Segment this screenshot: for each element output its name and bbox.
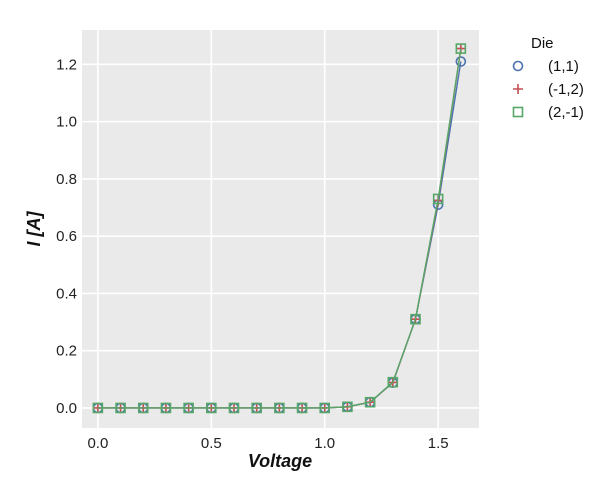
axes: 0.0 0.5 1.0 1.5 0.0 0.2 0.4 0.6 0.8 1.0 1.2: [56, 56, 448, 452]
series-line: [97, 48, 462, 409]
y-tick-label: 1.0: [56, 114, 77, 131]
data-point-square: [410, 313, 421, 325]
legend-item: (-1,2): [513, 81, 584, 98]
legend-marker-square: [512, 106, 524, 118]
legend-marker-plus: [513, 84, 523, 94]
x-tick-label: 0.5: [201, 435, 222, 452]
data-point-square: [183, 402, 194, 414]
x-axis-title: Voltage: [248, 451, 312, 471]
y-tick-label: 1.2: [56, 56, 77, 73]
y-axis-title: I [A]: [24, 211, 44, 247]
data-point-square: [274, 402, 285, 414]
data-point-square: [432, 193, 444, 205]
data-point-square: [92, 402, 104, 414]
y-tick-label: 0.0: [56, 400, 77, 417]
data-point-circle: [455, 56, 467, 67]
legend-item: (2,-1): [512, 104, 584, 121]
data-point-square: [206, 402, 217, 414]
legend-label: (2,-1): [548, 104, 584, 121]
data-point-square: [319, 402, 331, 414]
data-point-square: [342, 401, 353, 413]
data-point-square: [228, 402, 240, 414]
x-tick-label: 0.0: [87, 435, 108, 452]
data-point-square: [160, 402, 172, 414]
series-square: [92, 43, 467, 414]
data-point-square: [455, 43, 467, 54]
y-tick-label: 0.6: [56, 228, 77, 245]
data-point-square: [137, 402, 149, 414]
legend-title: Die: [531, 35, 554, 52]
y-tick-label: 0.4: [56, 285, 77, 302]
x-tick-label: 1.0: [314, 435, 335, 452]
legend-label: (1,1): [548, 58, 579, 75]
y-tick-label: 0.8: [56, 171, 77, 188]
x-tick-label: 1.5: [428, 435, 449, 452]
legend-marker-circle: [512, 60, 524, 72]
legend: Die (1,1) (-1,2) (2,-1): [512, 35, 584, 121]
series: [92, 43, 467, 414]
data-point-square: [115, 402, 126, 414]
data-point-square: [364, 396, 376, 408]
legend-label: (-1,2): [548, 81, 584, 98]
data-point-square: [251, 402, 262, 414]
plot-background: [82, 30, 479, 428]
legend-item: (1,1): [512, 58, 579, 75]
data-point-square: [296, 402, 308, 414]
y-tick-label: 0.2: [56, 343, 77, 360]
data-point-square: [387, 376, 399, 388]
